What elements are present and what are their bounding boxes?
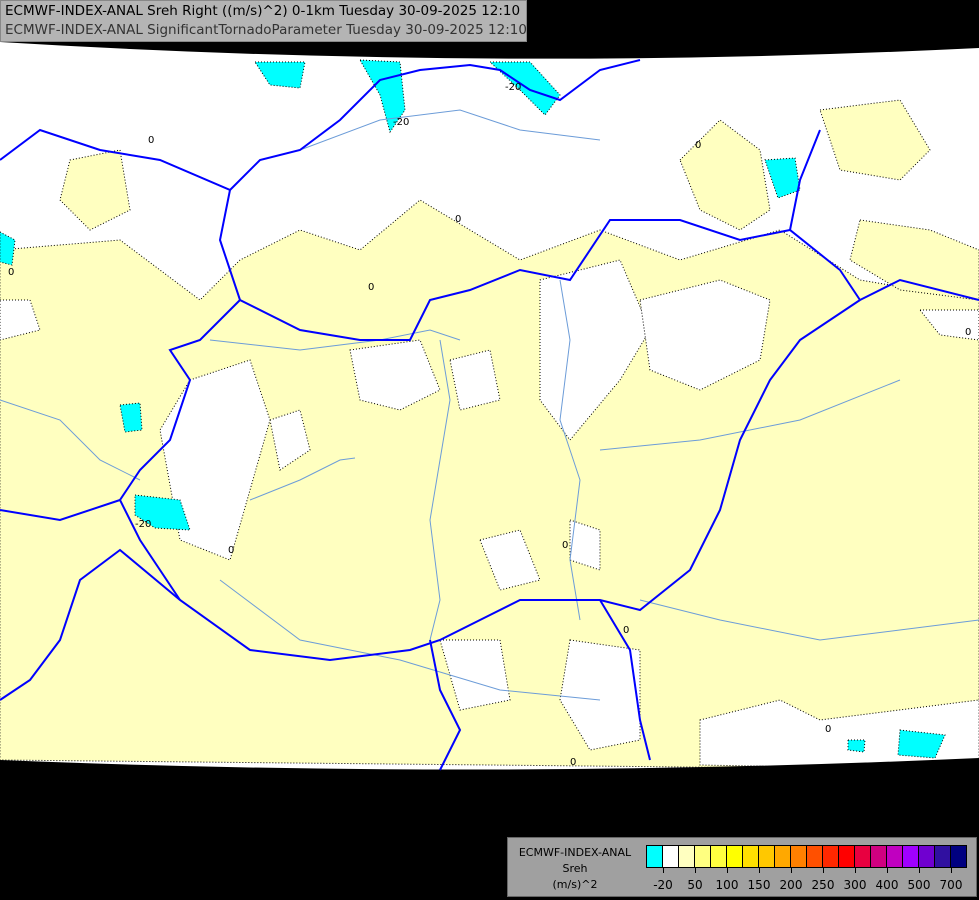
neutral-areas	[0, 259, 979, 771]
legend-swatch	[791, 846, 807, 867]
color-legend: ECMWF-INDEX-ANAL Sreh (m/s)^2 -20 50 100 15…	[507, 837, 977, 897]
legend-label: 150	[747, 878, 771, 892]
legend-label: 700	[939, 878, 963, 892]
legend-swatch	[903, 846, 919, 867]
contour-label-0: 0	[570, 757, 576, 768]
contour-label-0: 0	[368, 282, 374, 293]
legend-swatch	[663, 846, 679, 867]
legend-tick	[887, 868, 888, 873]
legend-label: 500	[907, 878, 931, 892]
title-line-stp: ECMWF-INDEX-ANAL SignificantTornadoParam…	[5, 22, 527, 38]
legend-label: -20	[653, 878, 673, 892]
contour-label-0: 0	[965, 327, 971, 338]
legend-swatch	[951, 846, 966, 867]
legend-swatch	[887, 846, 903, 867]
legend-swatch	[919, 846, 935, 867]
legend-swatch	[855, 846, 871, 867]
legend-swatch	[823, 846, 839, 867]
legend-model: ECMWF-INDEX-ANAL	[518, 846, 632, 859]
legend-color-bar	[646, 845, 967, 868]
legend-variable: Sreh	[562, 862, 588, 875]
contour-label-neg20: -20	[135, 519, 151, 530]
legend-swatch	[935, 846, 951, 867]
legend-swatch	[807, 846, 823, 867]
contour-label-0: 0	[825, 724, 831, 735]
legend-tick	[759, 868, 760, 873]
contour-label-0: 0	[695, 140, 701, 151]
legend-tick	[695, 868, 696, 873]
contour-label-0: 0	[148, 135, 154, 146]
legend-label: 300	[843, 878, 867, 892]
legend-swatch	[775, 846, 791, 867]
legend-tick	[919, 868, 920, 873]
legend-swatch	[743, 846, 759, 867]
legend-swatch	[711, 846, 727, 867]
legend-swatch	[647, 846, 663, 867]
legend-title: ECMWF-INDEX-ANAL Sreh (m/s)^2	[510, 845, 640, 893]
contour-label-0: 0	[228, 545, 234, 556]
legend-swatch	[839, 846, 855, 867]
legend-swatch	[871, 846, 887, 867]
contour-label-neg20: -20	[505, 82, 521, 93]
legend-swatch	[679, 846, 695, 867]
contour-label-0: 0	[562, 540, 568, 551]
legend-tick	[727, 868, 728, 873]
legend-label: 50	[687, 878, 703, 892]
contour-label-neg20: -20	[393, 117, 409, 128]
legend-swatch	[759, 846, 775, 867]
legend-label: 100	[715, 878, 739, 892]
country-borders	[0, 59, 979, 771]
legend-swatch	[695, 846, 711, 867]
contour-label-0: 0	[8, 267, 14, 278]
legend-label: 400	[875, 878, 899, 892]
legend-unit: (m/s)^2	[552, 878, 598, 891]
legend-tick	[823, 868, 824, 873]
legend-label: 200	[779, 878, 803, 892]
rivers	[0, 109, 979, 701]
legend-tick	[663, 868, 664, 873]
negative-sreh-areas	[0, 59, 946, 759]
contour-label-0: 0	[455, 214, 461, 225]
title-line-sreh: ECMWF-INDEX-ANAL Sreh Right ((m/s)^2) 0-…	[5, 3, 521, 19]
legend-tick	[951, 868, 952, 873]
legend-tick	[855, 868, 856, 873]
contour-labels: 0 0 0 0 0 0 0 0 0 0 0 -20 -20 -20	[8, 82, 971, 768]
contour-label-0: 0	[623, 625, 629, 636]
legend-swatch	[727, 846, 743, 867]
legend-tick	[791, 868, 792, 873]
legend-label: 250	[811, 878, 835, 892]
map-title: ECMWF-INDEX-ANAL Sreh Right ((m/s)^2) 0-…	[0, 0, 527, 42]
